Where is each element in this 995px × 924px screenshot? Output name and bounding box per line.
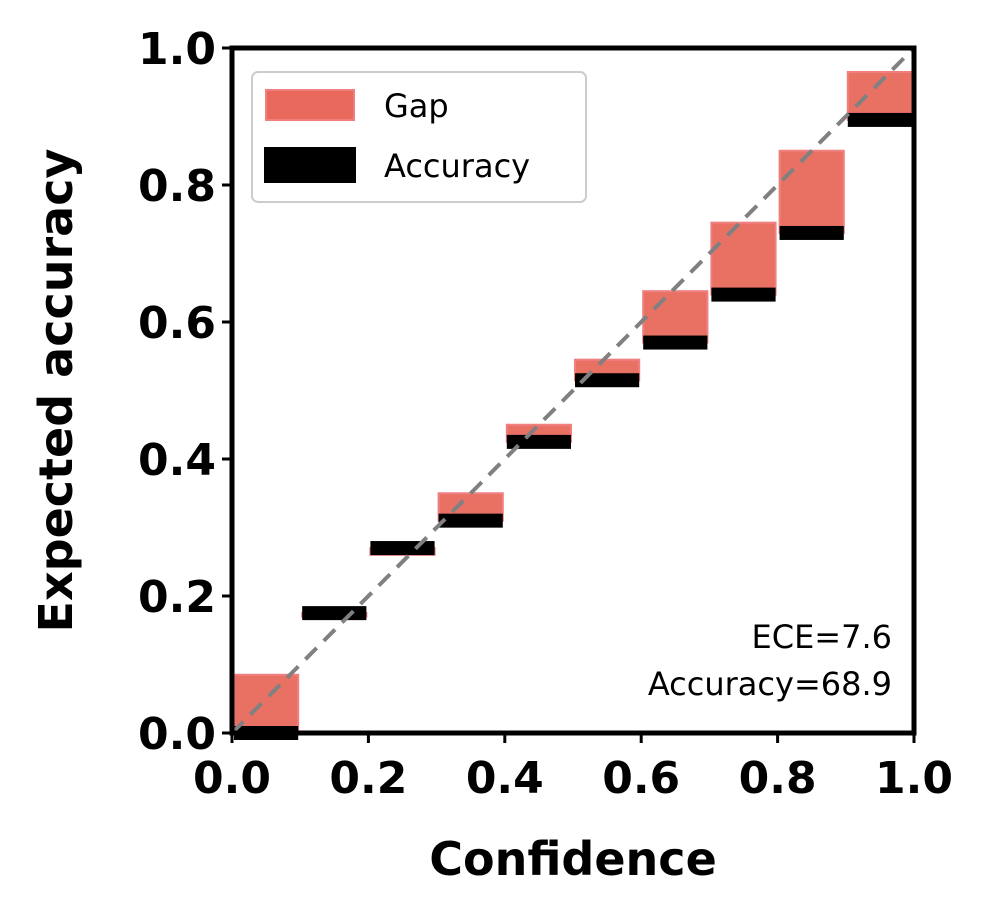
x-tick-label: 0.2 — [329, 753, 407, 804]
accuracy-bar — [779, 225, 844, 240]
y-tick-label: 0.2 — [138, 572, 216, 623]
x-tick-label: 0.4 — [466, 753, 544, 804]
gap-bar — [710, 221, 777, 296]
legend-swatch-gap — [265, 89, 355, 121]
y-tick-label: 1.0 — [138, 24, 216, 75]
x-axis-title: Confidence — [429, 832, 717, 886]
x-tick-label: 1.0 — [875, 753, 953, 804]
accuracy-bar — [506, 434, 571, 449]
x-tick-label: 0.8 — [739, 753, 817, 804]
legend-label-accuracy: Accuracy — [384, 147, 530, 185]
accuracy-bar — [711, 287, 776, 302]
y-tick-label: 0.0 — [138, 709, 216, 760]
x-tick-label: 0.0 — [193, 753, 271, 804]
x-tick-label: 0.6 — [602, 753, 680, 804]
accuracy-bar — [370, 541, 435, 556]
ece-annotation: ECE=7.6 — [752, 618, 892, 656]
y-tick-label: 0.6 — [138, 298, 216, 349]
x-axis-ticks: 0.0 0.2 0.4 0.6 0.8 1.0 — [193, 733, 953, 804]
plot-frame — [229, 45, 917, 736]
y-tick-label: 0.4 — [138, 435, 216, 486]
accuracy-bar — [575, 373, 640, 388]
gap-bar — [642, 290, 709, 344]
accuracy-bar — [302, 606, 367, 621]
legend: Gap Accuracy — [251, 71, 587, 203]
accuracy-bar — [847, 112, 912, 127]
gap-bar — [778, 149, 845, 234]
accuracy-bar — [438, 513, 503, 528]
y-axis-title: Expected accuracy — [29, 149, 83, 633]
gap-bar — [846, 70, 913, 121]
legend-swatch-accuracy — [264, 147, 356, 183]
gap-bar — [233, 673, 300, 735]
legend-label-gap: Gap — [384, 87, 449, 125]
y-axis-ticks: 0.0 0.2 0.4 0.6 0.8 1.0 — [138, 24, 232, 760]
y-tick-label: 0.8 — [138, 161, 216, 212]
accuracy-bar — [643, 335, 708, 350]
accuracy-annotation: Accuracy=68.9 — [648, 665, 892, 703]
perfect-calibration-line — [230, 46, 916, 735]
